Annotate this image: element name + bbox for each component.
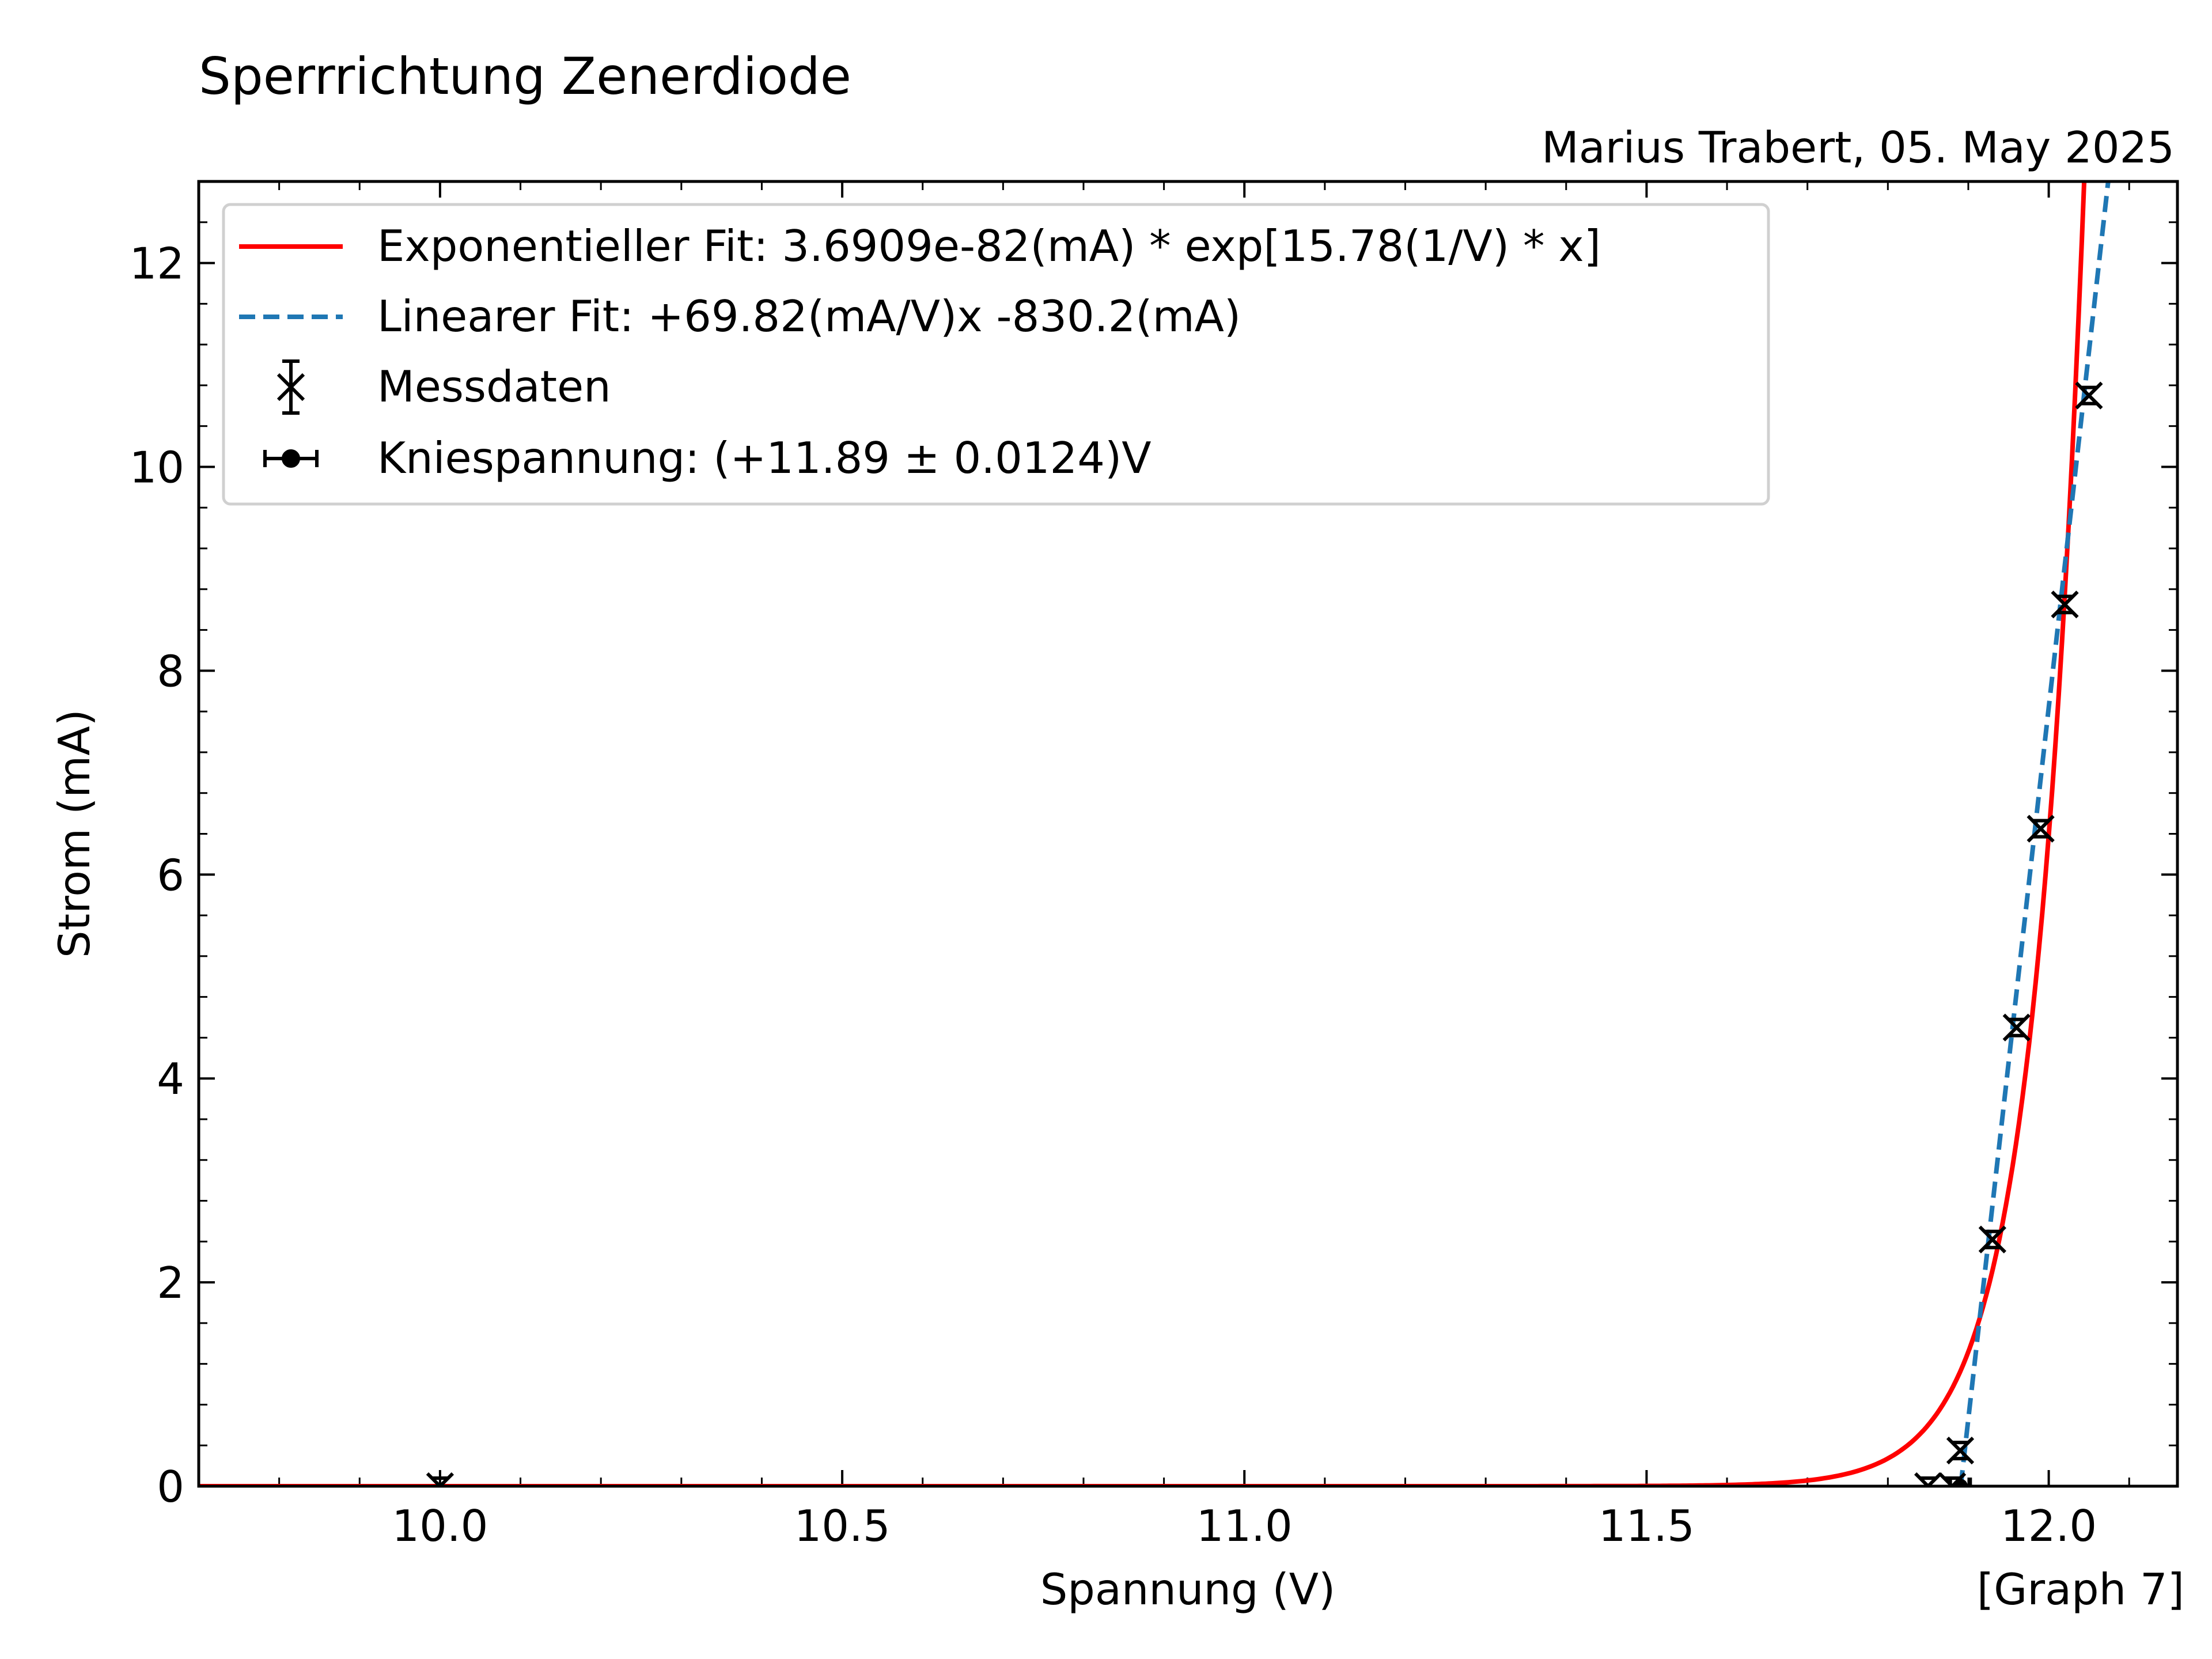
y-axis-ticks: 0 2 4 6 8 10 12	[130, 221, 2177, 1512]
data-point	[2075, 381, 2103, 410]
data-point	[426, 1472, 454, 1486]
y-tick-label: 0	[157, 1461, 184, 1512]
knee-marker	[1952, 1479, 1968, 1486]
legend-exp-label: Exponentieller Fit: 3.6909e-82(mA) * exp…	[377, 221, 1601, 271]
plot-frame	[197, 180, 2179, 1488]
data-point	[1914, 1472, 1942, 1486]
data-points	[426, 381, 2103, 1486]
legend-linear-label: Linearer Fit: +69.82(mA/V)x -830.2(mA)	[377, 291, 1241, 342]
data-point	[1978, 1225, 2006, 1253]
y-tick-label: 12	[130, 238, 184, 289]
legend: Exponentieller Fit: 3.6909e-82(mA) * exp…	[222, 203, 1770, 506]
x-tick-label: 11.5	[1599, 1501, 1695, 1551]
exponential-fit-curve	[199, 181, 2087, 1486]
x-tick-label: 11.0	[1196, 1501, 1293, 1551]
data-point	[1946, 1436, 1975, 1465]
y-tick-label: 10	[130, 442, 184, 493]
knee-point	[1948, 1478, 1972, 1486]
chart-title: Sperrrichtung Zenerdiode	[199, 47, 851, 106]
data-point	[1938, 1472, 1967, 1486]
data-point	[2027, 815, 2055, 843]
y-tick-label: 6	[157, 850, 184, 900]
legend-data-marker	[276, 359, 305, 415]
chart-subtitle: Marius Trabert, 05. May 2025	[1541, 122, 2175, 173]
data-point	[2051, 590, 2079, 619]
x-tick-label: 12.0	[2001, 1501, 2097, 1551]
y-tick-label: 4	[157, 1054, 184, 1104]
legend-knee-label: Kniespannung: (+11.89 ± 0.0124)V	[377, 433, 1152, 483]
plot-area	[199, 181, 2111, 1486]
legend-box	[222, 203, 1770, 506]
y-tick-label: 2	[157, 1257, 184, 1308]
legend-knee-marker	[263, 449, 319, 468]
legend-data-label: Messdaten	[377, 361, 611, 412]
data-point	[2002, 1013, 2031, 1041]
x-tick-label: 10.5	[794, 1501, 891, 1551]
y-tick-label: 8	[157, 646, 184, 696]
graph-label: [Graph 7]	[1977, 1564, 2184, 1615]
y-axis-label: Strom (mA)	[49, 709, 100, 958]
x-tick-label: 10.0	[392, 1501, 488, 1551]
x-axis-ticks: 10.0 10.5 11.0 11.5 12.0	[278, 181, 2130, 1551]
x-axis-label: Spannung (V)	[1040, 1564, 1336, 1615]
